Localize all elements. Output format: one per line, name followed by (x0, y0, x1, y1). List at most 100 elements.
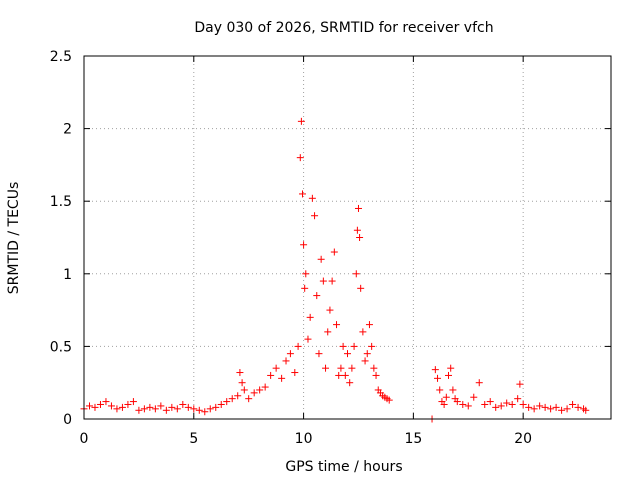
data-point (223, 398, 231, 406)
data-point (365, 321, 373, 329)
data-point (140, 405, 148, 413)
data-point (530, 405, 538, 413)
data-point (348, 364, 356, 372)
data-point (449, 386, 457, 394)
data-point (315, 350, 323, 358)
data-point (282, 357, 290, 365)
data-point (173, 405, 181, 413)
data-point (335, 371, 343, 379)
data-point (313, 292, 321, 300)
data-point (582, 406, 590, 414)
data-point (240, 386, 248, 394)
data-point (508, 400, 516, 408)
data-point (238, 379, 246, 387)
data-point (245, 395, 253, 403)
data-point (151, 405, 159, 413)
data-point (356, 234, 364, 241)
data-point (317, 255, 325, 263)
points-layer (80, 117, 590, 423)
data-point (434, 374, 442, 382)
data-point (536, 402, 544, 410)
y-axis-label: SRMTID / TECUs (6, 182, 22, 295)
data-point (363, 350, 371, 358)
y-tick-label: 2 (63, 122, 72, 138)
data-point (85, 402, 93, 410)
y-tick-label: 1.5 (50, 194, 72, 210)
data-point (431, 366, 439, 374)
data-point (330, 248, 338, 256)
plot-border (83, 55, 612, 420)
data-point (344, 350, 351, 358)
data-point (346, 379, 354, 387)
data-point (486, 398, 494, 406)
data-point (445, 371, 453, 379)
data-point (359, 328, 367, 336)
data-point (113, 405, 121, 413)
data-point (357, 284, 365, 292)
data-point (352, 270, 360, 278)
data-point (195, 406, 203, 414)
data-point (339, 342, 347, 350)
data-point (107, 402, 115, 410)
data-point (217, 400, 225, 408)
data-point (311, 212, 319, 220)
data-point (385, 396, 393, 404)
data-point (324, 328, 332, 336)
data-point (516, 380, 524, 388)
data-point (525, 403, 533, 411)
data-point (286, 350, 294, 358)
data-point (168, 403, 176, 411)
y-tick-label: 1 (63, 267, 72, 283)
data-point (353, 226, 361, 234)
data-point (267, 371, 275, 379)
data-point (201, 408, 209, 416)
data-point (256, 386, 264, 394)
x-tick-label: 5 (189, 431, 198, 447)
data-point (272, 364, 280, 372)
data-point (453, 398, 461, 406)
data-point (228, 395, 236, 403)
data-point (569, 400, 577, 408)
data-point (552, 403, 560, 411)
data-point (308, 194, 316, 202)
data-point (442, 393, 450, 401)
data-point (370, 364, 378, 372)
data-point (333, 321, 341, 329)
data-point (361, 357, 369, 365)
data-point (91, 403, 99, 411)
data-point (300, 241, 308, 249)
data-point (440, 400, 448, 408)
data-point (326, 306, 334, 314)
data-point (302, 270, 310, 278)
x-tick-label: 15 (404, 431, 422, 447)
data-point (497, 402, 505, 410)
data-point (206, 405, 214, 413)
data-point (135, 406, 143, 414)
data-point (190, 405, 198, 413)
data-point (306, 313, 314, 321)
data-point (304, 335, 312, 343)
ticks-layer: 0 5 10 15 20 0 0.5 1 1.5 2 2.5 (50, 49, 611, 447)
data-point (297, 117, 305, 125)
data-point (294, 342, 302, 350)
data-point (301, 284, 309, 292)
chart-title: Day 030 of 2026, SRMTID for receiver vfc… (194, 20, 493, 36)
data-point (96, 400, 104, 408)
data-point (514, 395, 522, 403)
data-point (328, 277, 336, 285)
y-tick-label: 2.5 (50, 49, 72, 65)
data-point (291, 369, 299, 377)
data-point (278, 374, 286, 382)
data-point (464, 402, 472, 410)
axes-layer (83, 55, 612, 420)
data-point (368, 342, 376, 350)
data-point (481, 400, 489, 408)
x-axis-label: GPS time / hours (285, 459, 402, 475)
data-point (574, 403, 582, 411)
data-point (234, 392, 242, 400)
data-point (129, 398, 137, 406)
data-point (322, 364, 330, 372)
data-point (447, 364, 455, 372)
